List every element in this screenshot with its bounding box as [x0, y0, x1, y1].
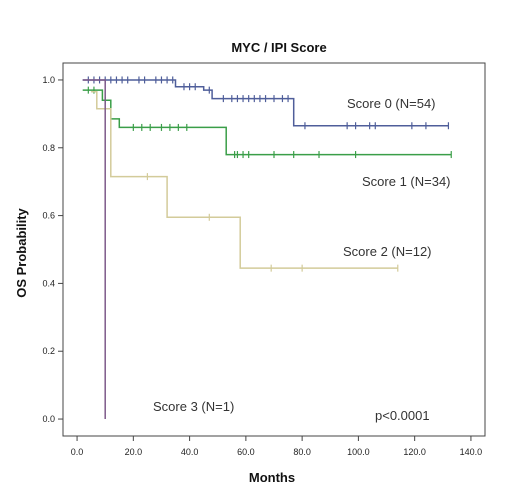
- x-tick-label: 100.0: [347, 447, 370, 457]
- x-tick-label: 20.0: [125, 447, 143, 457]
- series-label-score-3: Score 3 (N=1): [153, 399, 234, 414]
- x-axis: 0.0 20.0 40.0 60.0 80.0 100.0 120.0 140.0: [71, 436, 482, 457]
- y-tick-label: 0.2: [42, 346, 55, 356]
- series-label-score-1: Score 1 (N=34): [362, 174, 451, 189]
- y-tick-label: 0.8: [42, 143, 55, 153]
- x-tick-label: 120.0: [403, 447, 426, 457]
- series-score-0: [82, 76, 450, 130]
- chart-title: MYC / IPI Score: [231, 40, 326, 55]
- x-axis-label: Months: [249, 470, 295, 485]
- survival-curve-score-1: [82, 89, 452, 156]
- y-axis-label: OS Probability: [14, 207, 29, 297]
- y-tick-label: 0.4: [42, 278, 55, 288]
- series-label-score-2: Score 2 (N=12): [343, 244, 432, 259]
- y-axis: 0.0 0.2 0.4 0.6 0.8 1.0: [42, 75, 63, 424]
- series-score-2: [91, 91, 399, 272]
- y-tick-label: 0.6: [42, 211, 55, 221]
- x-tick-label: 0.0: [71, 447, 84, 457]
- survival-curve-score-3: [82, 79, 106, 419]
- y-tick-label: 1.0: [42, 75, 55, 85]
- p-value-annotation: p<0.0001: [375, 408, 430, 423]
- x-tick-label: 40.0: [181, 447, 199, 457]
- plot-frame: [62, 62, 486, 437]
- series-score-3: [82, 79, 106, 419]
- series-layer: [82, 76, 452, 419]
- y-tick-label: 0.0: [42, 414, 55, 424]
- series-label-score-0: Score 0 (N=54): [347, 96, 436, 111]
- survival-curve-score-2: [91, 91, 398, 269]
- survival-curve-score-0: [82, 79, 449, 127]
- x-tick-label: 80.0: [293, 447, 311, 457]
- x-tick-label: 60.0: [237, 447, 255, 457]
- x-tick-label: 140.0: [460, 447, 483, 457]
